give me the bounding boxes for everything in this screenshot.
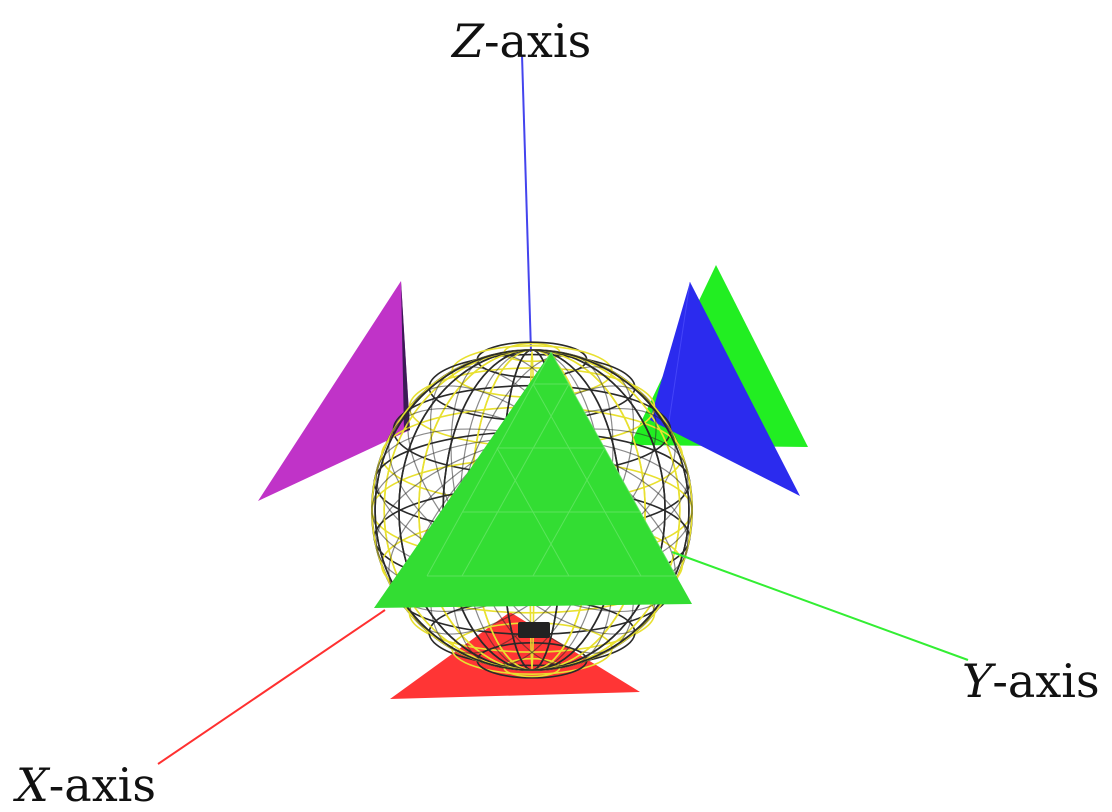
x-axis-label: X-axis: [16, 758, 156, 812]
x-axis-line: [157, 609, 386, 765]
y-axis-line: [671, 551, 969, 661]
z-axis-label: Z-axis: [452, 14, 592, 68]
triangle-red: [390, 612, 640, 699]
triangle-magenta: [258, 281, 410, 501]
z-axis-line: [521, 54, 532, 353]
y-axis-label: Y-axis: [962, 654, 1100, 708]
triangle-front-green: [374, 351, 692, 608]
triangle-blue: [650, 281, 800, 496]
